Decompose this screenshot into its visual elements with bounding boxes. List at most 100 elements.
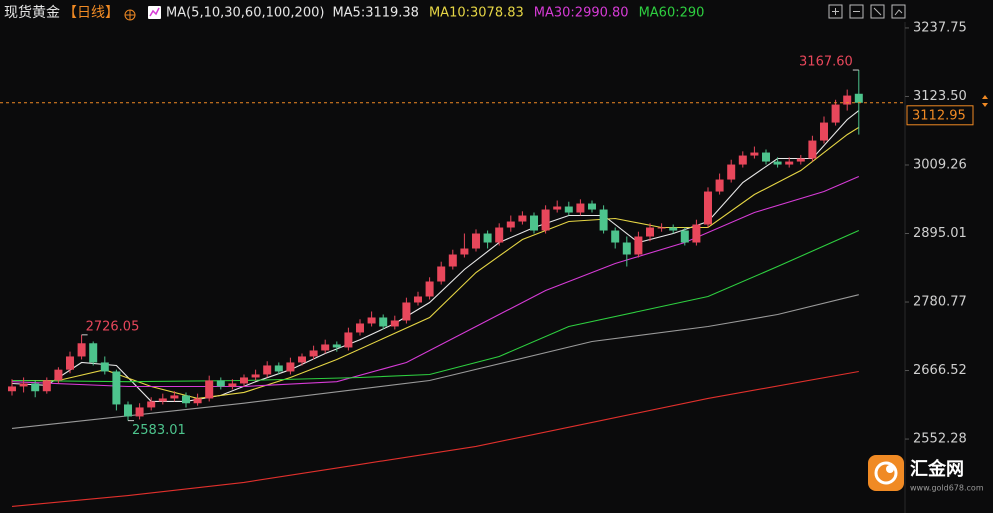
ma-line — [11, 175, 860, 388]
candle-body — [77, 343, 86, 357]
candle-body — [321, 344, 330, 351]
candle-body — [402, 302, 411, 321]
candle-body — [472, 233, 480, 249]
legend-entry: MA60:290 — [639, 6, 705, 21]
candle-body — [112, 371, 121, 405]
candle-body — [820, 122, 828, 141]
candle-body — [298, 356, 306, 363]
chart-title: 现货黄金 — [4, 4, 60, 21]
candle-body — [530, 215, 538, 231]
candle-body — [657, 227, 666, 229]
candle-body — [170, 395, 179, 399]
candle-body — [100, 362, 109, 372]
candle-body — [576, 203, 585, 213]
candle-body — [437, 266, 446, 282]
candle-body — [634, 236, 643, 255]
period-label[interactable]: 【日线】 — [63, 5, 119, 21]
candle-body — [263, 365, 272, 375]
candle-body — [135, 407, 144, 417]
candle-body — [738, 155, 747, 165]
candle-body — [750, 152, 759, 156]
legend-entry: MA10:3078.83 — [429, 6, 524, 21]
toolbar — [828, 4, 906, 19]
candle-body — [692, 224, 701, 243]
candle-body — [460, 248, 469, 255]
candle-body — [762, 152, 770, 162]
candle-body — [831, 104, 840, 123]
candle-body — [356, 323, 364, 333]
candle-body — [286, 362, 295, 372]
candle-body — [564, 206, 573, 213]
candle-body — [414, 296, 422, 303]
logo-mark — [886, 465, 894, 473]
price-marker — [982, 95, 988, 99]
candle-body — [158, 398, 167, 402]
candle-body — [704, 191, 712, 225]
candle-body — [854, 93, 863, 103]
tool-icon — [873, 7, 882, 16]
candle-body — [251, 374, 260, 378]
candle-body — [54, 369, 63, 381]
candle-body — [680, 230, 689, 243]
price-marker — [982, 103, 988, 107]
legend-entry: MA30:2990.80 — [534, 6, 629, 21]
candle-body — [274, 365, 283, 372]
candle-body — [367, 317, 376, 324]
candle-body — [216, 380, 225, 387]
candle-body — [182, 395, 190, 404]
logo-mark — [874, 461, 898, 485]
candle-body — [553, 206, 562, 210]
candle-body — [448, 254, 457, 267]
last-price-label: 3112.95 — [912, 108, 966, 123]
candle-body — [147, 401, 156, 408]
candle-body — [66, 356, 74, 370]
y-tick-label: 3123.50 — [913, 89, 967, 104]
last-price-box — [906, 105, 974, 126]
candle-body — [483, 233, 492, 243]
annotation: 2726.05 — [86, 319, 140, 334]
candle-body — [344, 332, 353, 348]
candle-body — [240, 377, 248, 384]
y-tick-label: 3237.75 — [913, 20, 967, 35]
candle-body — [541, 209, 550, 231]
ma-line — [11, 294, 859, 429]
y-tick-label: 3009.26 — [913, 157, 967, 172]
candle-body — [773, 161, 782, 165]
y-tick-label: 2895.01 — [913, 226, 967, 241]
candle-body — [715, 179, 724, 192]
tool-icon — [894, 9, 903, 16]
candle-body — [622, 242, 631, 255]
candle-body — [796, 158, 805, 162]
tool-button[interactable] — [891, 4, 906, 19]
watermark-name: 汇金网 — [910, 458, 964, 480]
y-tick-label: 2780.77 — [913, 295, 967, 310]
candle-body — [646, 227, 654, 237]
candle-body — [19, 383, 28, 387]
y-tick-label: 2666.52 — [913, 363, 967, 378]
tool-button[interactable] — [849, 4, 864, 19]
candle-body — [518, 215, 527, 222]
tool-button[interactable] — [870, 4, 885, 19]
indicator-icon-line — [149, 7, 160, 17]
legend-entry: MA5:3119.38 — [332, 6, 419, 21]
plot-area — [8, 70, 863, 507]
candle-body — [611, 230, 620, 243]
watermark-url: www.gold678.com — [910, 484, 984, 493]
tool-button[interactable] — [828, 4, 843, 19]
candle-body — [425, 281, 434, 297]
candle-body — [193, 398, 202, 404]
ma-line — [11, 110, 860, 402]
candle-body — [309, 350, 318, 357]
candle-body — [669, 227, 678, 231]
candle-body — [390, 320, 399, 327]
candle-body — [785, 161, 794, 165]
candle-body — [808, 140, 817, 159]
candle-body — [379, 317, 388, 327]
candle-body — [843, 95, 852, 105]
candle-body — [42, 380, 51, 392]
candle-body — [205, 380, 214, 399]
candle-body — [89, 343, 98, 363]
